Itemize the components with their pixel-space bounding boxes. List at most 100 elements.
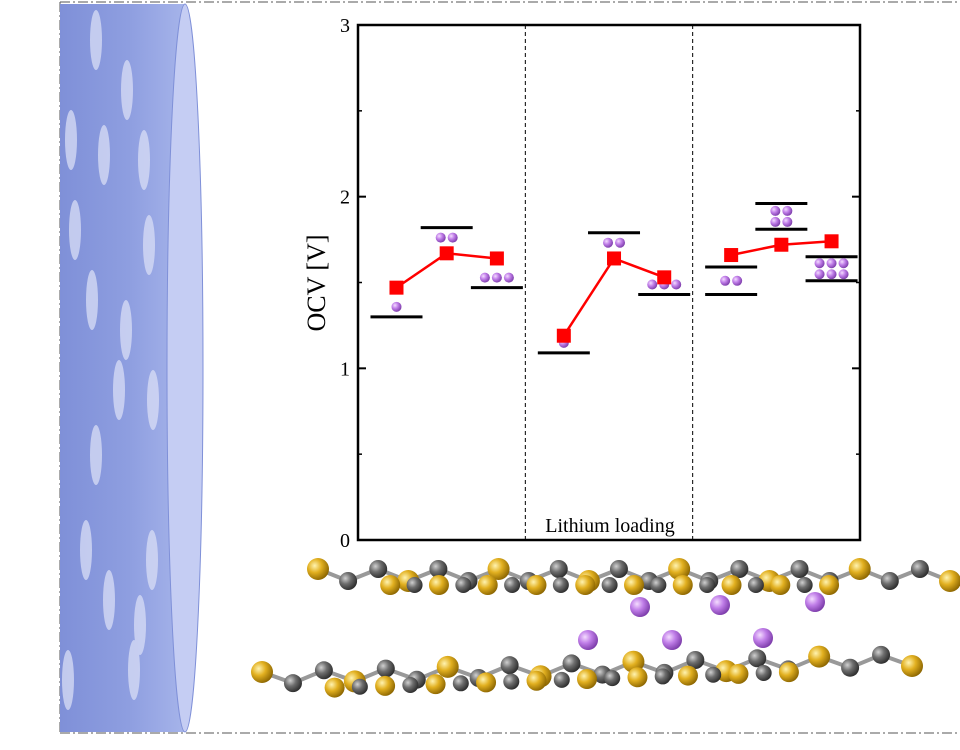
sulfur-atom xyxy=(487,558,510,580)
plot-frame xyxy=(356,23,862,542)
cylinder-pore xyxy=(86,270,98,330)
sulfur-atom xyxy=(375,675,396,696)
ocv-chart: 0 1 2 3 Lithium loading OCV [V] xyxy=(302,15,862,552)
carbon-atom xyxy=(503,673,520,690)
cylinder-pore xyxy=(69,200,81,260)
lithium-atom-dot xyxy=(447,232,458,243)
sulfur-atom xyxy=(808,645,831,668)
sulfur-atom xyxy=(677,665,698,686)
sulfur-atom xyxy=(624,575,644,595)
carbon-atom xyxy=(314,661,333,680)
axes xyxy=(356,23,862,542)
carbon-atom xyxy=(562,654,581,673)
y-tick-label: 0 xyxy=(340,530,350,552)
cylinder-pore xyxy=(134,595,146,655)
carbon-atom xyxy=(650,577,667,593)
lithium-atom-dot xyxy=(732,275,743,286)
carbon-atom xyxy=(699,577,716,593)
carbon-atom xyxy=(552,577,569,593)
lithium-atom-dot xyxy=(647,279,658,290)
carbon-atom xyxy=(504,577,521,593)
cylinder-pore xyxy=(65,110,77,170)
reference-levels xyxy=(370,202,858,355)
sulfur-atom xyxy=(307,558,329,580)
data-point-marker xyxy=(774,237,789,252)
carbon-atom xyxy=(872,645,891,664)
series-line xyxy=(562,256,665,337)
sulfur-atom xyxy=(428,575,449,595)
lithium-atom-dot xyxy=(814,269,825,280)
carbon-atom xyxy=(549,560,568,578)
carbon-atom xyxy=(452,675,469,692)
lithium-atom-dot xyxy=(782,216,793,227)
cylinder-pore xyxy=(80,520,92,580)
lithium-atom-dot xyxy=(491,272,502,283)
panel-dividers xyxy=(524,25,694,540)
carbon-atom xyxy=(376,659,395,678)
lithium-atom xyxy=(630,597,650,617)
cylinder-pore xyxy=(138,130,150,190)
sulfur-atom xyxy=(380,575,401,595)
sulfur-atom xyxy=(477,575,498,595)
carbon-atom xyxy=(604,670,621,687)
lithium-atom-dot xyxy=(814,258,825,269)
carbon-atom xyxy=(609,560,628,578)
sulfur-atom xyxy=(575,575,596,595)
y-tick-label: 2 xyxy=(340,187,350,209)
sulfur-atom xyxy=(526,575,547,595)
sulfur-atom xyxy=(627,667,648,688)
y-axis-label: OCV [V] xyxy=(302,234,331,331)
y-tick-label: 3 xyxy=(340,15,350,37)
data-point-marker xyxy=(657,270,672,285)
lithium-atom-dot xyxy=(720,275,731,286)
lithium-atom-dot xyxy=(479,272,490,283)
lithium-atom-dot xyxy=(838,269,849,280)
lithium-atom-dot xyxy=(603,237,614,248)
y-tick-label: 1 xyxy=(340,358,350,380)
sulfur-atom xyxy=(728,663,749,684)
cylinder-pore xyxy=(147,370,159,430)
carbon-atom xyxy=(880,572,899,590)
series-points xyxy=(389,234,839,343)
carbon-atom xyxy=(406,577,423,593)
sulfur-atom xyxy=(770,575,791,595)
cylinder-pore xyxy=(146,530,158,590)
data-point-marker xyxy=(556,328,571,343)
carbon-atom xyxy=(730,560,749,578)
sulfur-atom xyxy=(622,650,645,673)
sulfur-atom xyxy=(577,669,597,689)
sulfur-atom xyxy=(425,674,446,695)
lithium-atom xyxy=(578,630,598,650)
cylinder-pore xyxy=(62,650,74,710)
lithium-atom-dot xyxy=(503,272,514,283)
lithium-atom-dot xyxy=(770,216,781,227)
carbon-atom xyxy=(429,560,448,578)
carbon-atom xyxy=(351,678,368,695)
pore-cylinder-illustration xyxy=(60,3,204,733)
sulfur-atom xyxy=(778,662,799,683)
carbon-atom xyxy=(755,665,772,681)
cylinder-pore xyxy=(113,360,125,420)
sulfur-atom xyxy=(526,670,547,691)
y-ticks: 0 1 2 3 xyxy=(340,15,860,552)
sulfur-atom xyxy=(672,575,693,595)
carbon-atom xyxy=(686,651,705,669)
lithium-atom xyxy=(753,628,773,648)
carbon-atom xyxy=(500,656,519,675)
carbon-atom xyxy=(796,577,813,593)
carbon-atom xyxy=(455,577,472,593)
sulfur-atom xyxy=(668,558,691,580)
cylinder-pore xyxy=(98,125,110,185)
lithium-atom xyxy=(710,595,730,615)
cylinder-pore xyxy=(90,425,102,485)
carbon-atom xyxy=(369,560,388,578)
cylinder-pore xyxy=(128,640,140,700)
data-point-marker xyxy=(439,246,454,261)
lithium-atom-dot xyxy=(770,205,781,216)
carbon-atom xyxy=(790,560,809,578)
cylinder-pore xyxy=(90,10,102,70)
sulfur-atom xyxy=(721,575,742,595)
lithium-atom-dot xyxy=(838,258,849,269)
sulfur-atom xyxy=(939,570,960,592)
